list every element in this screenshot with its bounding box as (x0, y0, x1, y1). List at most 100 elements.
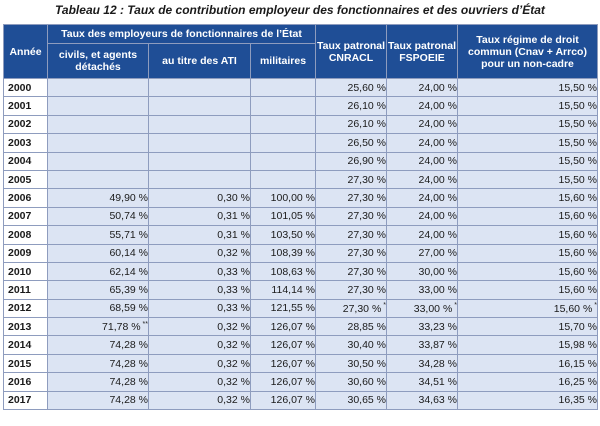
footnote-marker: * (454, 302, 458, 310)
cell-fspoeie: 34,51 % (386, 372, 459, 392)
cell-regime-value: 15,50 % (558, 81, 598, 94)
table-caption: Tableau 12 : Taux de contribution employ… (55, 3, 545, 17)
cell-cnracl-value: 26,90 % (347, 155, 387, 168)
cell-regime: 16,35 % (457, 390, 599, 411)
cell-ati: 0,32 % (148, 390, 251, 411)
cell-militaires-value: 126,07 % (270, 394, 316, 407)
cell-regime-value: 15,50 % (558, 136, 598, 149)
cell-regime-value: 15,70 % (558, 320, 598, 333)
cell-cnracl-value: 26,50 % (347, 136, 387, 149)
cell-militaires: 126,07 % (249, 372, 317, 392)
cell-militaires-value: 126,07 % (270, 357, 316, 370)
cell-cnracl-value: 27,30 % (347, 283, 387, 296)
cell-ati-value: 0,33 % (217, 283, 250, 296)
cell-ati-value: 0,31 % (217, 210, 250, 223)
cell-ati-value: 0,33 % (217, 265, 250, 278)
cell-fspoeie-value: 34,51 % (418, 375, 458, 388)
cell-civils (47, 77, 149, 98)
cell-ati-value: 0,32 % (217, 394, 250, 407)
cell-regime: 15,60 % * (457, 298, 599, 319)
table-row: 2009 60,14 % 0,32 % 108,39 % 27,30 % 27,00 % 1… (3, 243, 599, 263)
cell-cnracl-value: 30,50 % (347, 357, 387, 370)
cell-ati-value: 0,33 % (217, 302, 250, 315)
cell-regime: 16,25 % (457, 372, 599, 392)
cell-cnracl-value: 27,30 % (347, 265, 387, 278)
cell-regime-value: 15,60 % (558, 228, 598, 241)
cell-civils-value: 68,59 % (109, 302, 148, 315)
cell-year: 2012 (3, 298, 48, 319)
cell-cnracl-value: 27,30 % (342, 302, 382, 315)
cell-cnracl-value: 28,85 % (347, 320, 387, 333)
cell-fspoeie-value: 27,00 % (418, 247, 458, 260)
cell-fspoeie: 33,00 % (386, 280, 459, 300)
table-row: 2016 74,28 % 0,32 % 126,07 % 30,60 % 34,51 % 1… (3, 372, 599, 392)
cell-fspoeie: 24,00 % (386, 151, 459, 171)
cell-year: 2008 (3, 225, 48, 245)
cell-regime: 15,70 % (457, 317, 599, 337)
table-row: 2015 74,28 % 0,32 % 126,07 % 30,50 % 34,28 % 1… (3, 353, 599, 374)
header-militaires: militaires (249, 43, 317, 79)
cell-militaires: 101,05 % (249, 206, 317, 227)
cell-fspoeie: 34,63 % (386, 390, 459, 411)
cell-cnracl: 30,40 % (315, 335, 388, 355)
cell-civils: 49,90 % (47, 188, 149, 208)
cell-fspoeie-value: 33,00 % (418, 283, 458, 296)
cell-cnracl-value: 30,60 % (347, 375, 387, 388)
cell-fspoeie: 24,00 % (386, 114, 459, 135)
footnote-marker: * (383, 302, 387, 310)
cell-civils (47, 96, 149, 116)
cell-regime: 15,60 % (457, 206, 599, 227)
cell-cnracl-value: 27,30 % (347, 192, 387, 205)
cell-militaires: 108,39 % (249, 243, 317, 263)
cell-cnracl: 25,60 % (315, 77, 388, 98)
cell-regime-value: 15,60 % (558, 210, 598, 223)
cell-ati (148, 114, 251, 135)
cell-civils-value: 74,28 % (109, 339, 148, 352)
cell-civils (47, 114, 149, 135)
cell-civils: 60,14 % (47, 243, 149, 263)
cell-regime: 16,15 % (457, 353, 599, 374)
table-row: 2008 55,71 % 0,31 % 103,50 % 27,30 % 24,00 % 1… (3, 225, 599, 245)
cell-fspoeie: 27,00 % (386, 243, 459, 263)
cell-year: 2011 (3, 280, 48, 300)
cell-regime: 15,50 % (457, 133, 599, 153)
cell-ati (148, 96, 251, 116)
cell-militaires-value: 126,07 % (270, 339, 316, 352)
cell-ati: 0,32 % (148, 353, 251, 374)
cell-ati: 0,32 % (148, 335, 251, 355)
header-annee: Année (3, 24, 48, 79)
cell-regime-value: 15,60 % (558, 247, 598, 260)
cell-year: 2014 (3, 335, 48, 355)
cell-cnracl: 26,10 % (315, 114, 388, 135)
cell-civils-value: 62,14 % (109, 265, 148, 278)
cell-civils: 55,71 % (47, 225, 149, 245)
cell-regime: 15,50 % (457, 151, 599, 171)
cell-regime-value: 16,25 % (558, 375, 598, 388)
cell-militaires: 126,07 % (249, 353, 317, 374)
table-row: 2010 62,14 % 0,33 % 108,63 % 27,30 % 30,00 % 1… (3, 261, 599, 282)
table-row: 2001 26,10 % 24,00 % 15,50 % (3, 96, 599, 116)
cell-militaires: 103,50 % (249, 225, 317, 245)
cell-year: 2009 (3, 243, 48, 263)
cell-civils-value: 74,28 % (109, 357, 148, 370)
cell-regime: 15,98 % (457, 335, 599, 355)
cell-year: 2015 (3, 353, 48, 374)
cell-militaires-value: 126,07 % (270, 320, 316, 333)
cell-civils (47, 169, 149, 190)
cell-ati (148, 151, 251, 171)
cell-civils-value: 60,14 % (109, 247, 148, 260)
cell-fspoeie-value: 24,00 % (418, 210, 458, 223)
cell-cnracl: 26,10 % (315, 96, 388, 116)
contribution-rate-table: Année Taux des employeurs de fonctionnai… (3, 24, 599, 411)
cell-fspoeie: 34,28 % (386, 353, 459, 374)
cell-militaires: 126,07 % (249, 335, 317, 355)
cell-year: 2010 (3, 261, 48, 282)
table-row: 2013 71,78 % ** 0,32 % 126,07 % 28,85 % 33,23 … (3, 317, 599, 337)
cell-year: 2013 (3, 317, 48, 337)
cell-militaires: 126,07 % (249, 317, 317, 337)
cell-fspoeie-value: 24,00 % (418, 173, 458, 186)
table-row: 2003 26,50 % 24,00 % 15,50 % (3, 133, 599, 153)
cell-year: 2007 (3, 206, 48, 227)
cell-cnracl: 26,90 % (315, 151, 388, 171)
cell-ati: 0,33 % (148, 261, 251, 282)
